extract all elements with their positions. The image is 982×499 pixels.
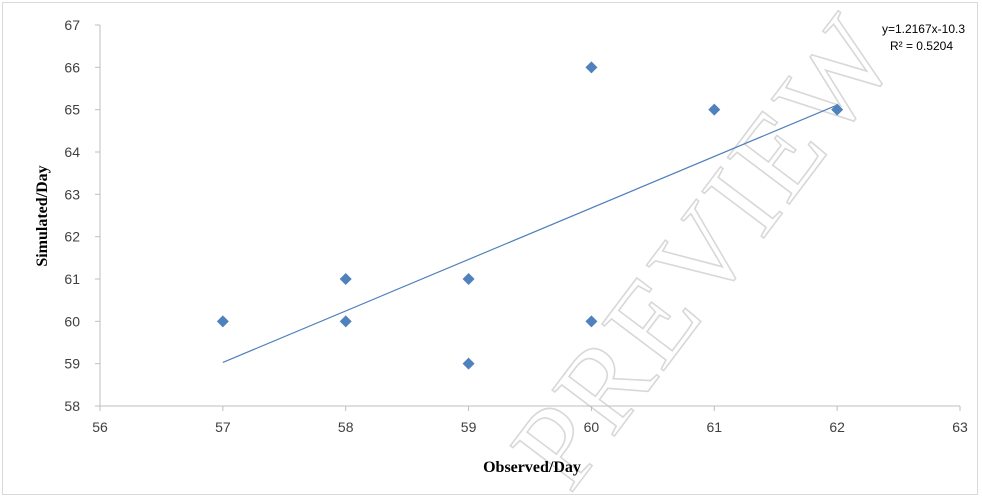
x-axis-title: Observed/Day [483,459,581,476]
x-tick-label: 62 [829,419,845,435]
watermark-text: PREVIEW [486,0,923,499]
y-tick-label: 65 [64,102,80,118]
x-tick-label: 63 [952,419,968,435]
axes [95,24,961,411]
data-points [216,61,844,370]
y-tick-label: 67 [64,17,80,33]
x-tick-label: 58 [338,419,354,435]
x-tick-label: 60 [584,419,600,435]
data-point-diamond [339,273,352,285]
x-tick-label: 56 [92,419,108,435]
x-tick-label: 59 [461,419,477,435]
y-tick-label: 59 [64,356,80,372]
data-point-diamond [216,315,229,328]
y-tick-label: 66 [64,59,80,75]
y-tick-label: 62 [64,229,80,245]
trendline [222,104,838,363]
data-point-diamond [339,315,352,328]
data-point-diamond [462,273,475,285]
data-point-diamond [831,103,844,116]
y-tick-label: 58 [64,398,80,414]
watermark-layer: PREVIEW [485,0,924,499]
y-tick-label: 64 [64,144,80,160]
trendline-equation: y=1.2167x-10.3 [882,22,965,36]
x-tick-label: 57 [215,419,231,435]
y-tick-label: 63 [64,186,80,202]
data-point-diamond [585,315,598,328]
y-axis-title: Simulated/Day [34,165,51,266]
trendline-layer [222,104,838,363]
x-tick-label: 61 [706,419,722,435]
tick-labels: 56 57 58 59 60 61 62 63 58 59 60 61 62 63 64 65 66 67 [64,17,968,435]
y-tick-label: 60 [64,313,80,329]
data-point-diamond [708,103,721,116]
y-tick-label: 61 [64,271,80,287]
trendline-r-squared: R² = 0.5204 [890,39,953,53]
data-point-diamond [462,357,475,370]
data-point-diamond [585,61,598,74]
